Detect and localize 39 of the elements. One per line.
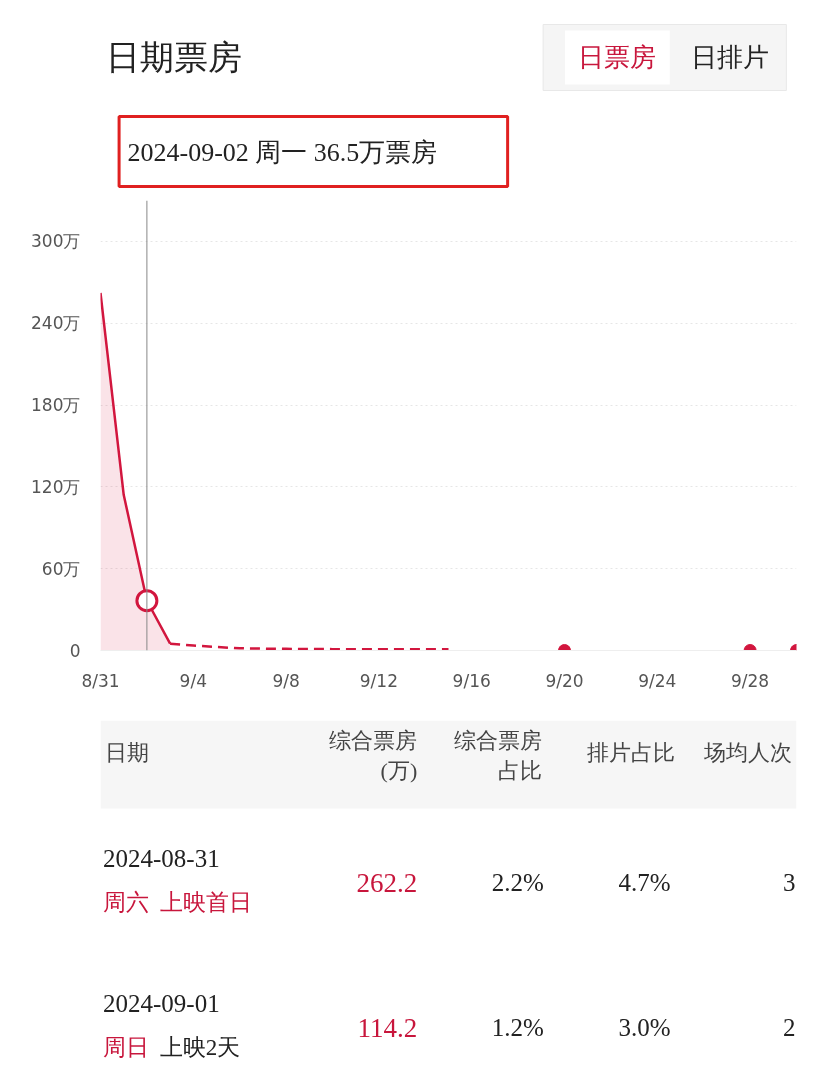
- text: (万): [380, 758, 418, 783]
- text: 2024-09-01: [103, 990, 220, 1017]
- y-tick-label: 180万: [31, 395, 81, 416]
- y-tick-label: 60万: [41, 558, 81, 579]
- text: 3.0%: [618, 1014, 671, 1041]
- text: 2024-09-02 周一 36.5万票房: [127, 138, 438, 167]
- x-tick-label: 8/31: [81, 670, 120, 691]
- text: 周六: [103, 890, 150, 915]
- text: 日期: [104, 740, 149, 765]
- y-tick-label: 0: [69, 640, 81, 661]
- text: 114.2: [357, 1012, 418, 1043]
- text: 4.7%: [618, 869, 671, 896]
- text: 3: [782, 869, 796, 896]
- y-tick-label: 240万: [31, 313, 81, 334]
- text: 上映2天: [159, 1035, 241, 1060]
- y-tick-label: 120万: [31, 476, 81, 497]
- x-tick-label: 9/12: [359, 670, 398, 691]
- text: 1.2%: [491, 1014, 544, 1041]
- text: 综合票房: [454, 728, 543, 753]
- x-tick-label: 9/20: [545, 670, 584, 691]
- text: 占比: [498, 758, 543, 783]
- x-tick-label: 9/28: [731, 670, 770, 691]
- x-tick-label: 9/4: [179, 670, 207, 691]
- text: 周日: [103, 1035, 150, 1060]
- text: 日票房: [578, 43, 657, 72]
- text: 上映首日: [159, 890, 252, 915]
- text: 日排片: [690, 43, 769, 72]
- text: 262.2: [356, 867, 418, 898]
- text: 综合票房: [329, 728, 418, 753]
- text: 2: [782, 1014, 796, 1041]
- y-tick-label: 300万: [31, 231, 81, 252]
- text: 2.2%: [491, 869, 544, 896]
- x-tick-label: 9/8: [272, 670, 300, 691]
- chart-title: 日期票房: [105, 39, 242, 76]
- x-tick-label: 9/24: [638, 670, 677, 691]
- x-tick-label: 9/16: [452, 670, 491, 691]
- text: 2024-08-31: [103, 845, 220, 872]
- text: 排片占比: [586, 740, 675, 765]
- text: 场均人次: [703, 740, 793, 765]
